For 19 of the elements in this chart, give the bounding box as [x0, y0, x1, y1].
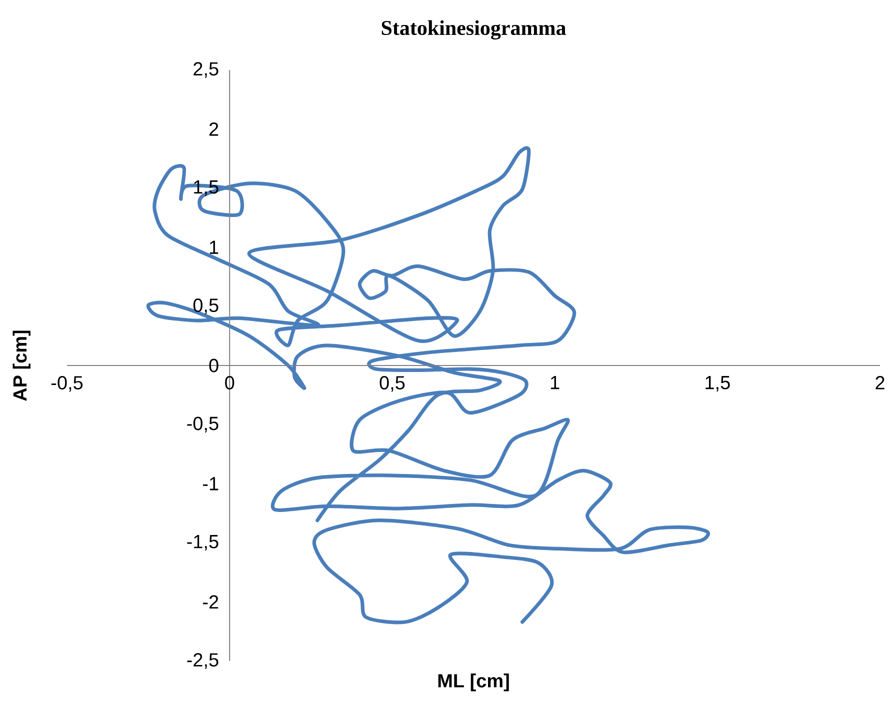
y-tick-label: 0 [209, 358, 218, 372]
y-tick-label: -0,5 [187, 416, 218, 432]
y-tick-label: -2,5 [187, 653, 218, 669]
x-tick-label: 0,5 [380, 376, 405, 392]
x-tick-label: 2 [876, 376, 884, 390]
x-tick-label: 1,5 [706, 376, 730, 392]
x-tick-label: 0 [225, 376, 234, 390]
y-tick-label: 2,5 [194, 62, 218, 78]
y-tick-label: -1,5 [187, 535, 218, 551]
y-axis-title: AP [cm] [12, 330, 30, 401]
y-tick-label: 2 [209, 122, 218, 136]
x-tick-label: -0,5 [51, 376, 83, 392]
y-tick-label: -2 [203, 595, 218, 609]
x-tick-label: 1 [550, 376, 560, 390]
y-tick-label: 0,5 [193, 298, 218, 314]
y-tick-label: -1 [203, 477, 218, 490]
chart-title: Statokinesiogramma [382, 20, 566, 40]
y-tick-label: 1 [210, 240, 218, 254]
x-axis-title: ML [cm] [438, 674, 509, 692]
